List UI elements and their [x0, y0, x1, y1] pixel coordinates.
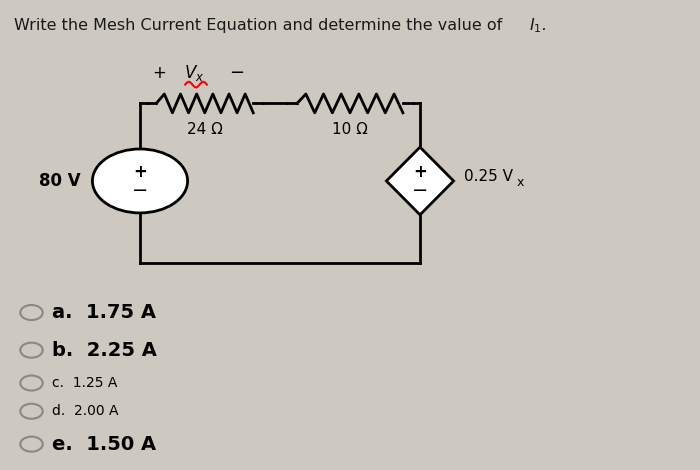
Text: x: x	[517, 176, 524, 189]
Text: −: −	[412, 181, 428, 200]
Text: a.  1.75 A: a. 1.75 A	[52, 303, 157, 322]
Text: 10 Ω: 10 Ω	[332, 122, 368, 137]
Text: Write the Mesh Current Equation and determine the value of: Write the Mesh Current Equation and dete…	[14, 18, 508, 33]
Text: $I_1$.: $I_1$.	[529, 16, 547, 35]
Text: +: +	[153, 64, 166, 82]
Circle shape	[92, 149, 188, 213]
Text: +: +	[133, 164, 147, 181]
Text: e.  1.50 A: e. 1.50 A	[52, 435, 157, 454]
Text: 24 Ω: 24 Ω	[187, 122, 223, 137]
Text: 80 V: 80 V	[38, 172, 80, 190]
Text: $V_x$: $V_x$	[184, 63, 204, 83]
Text: −: −	[132, 181, 148, 200]
Text: b.  2.25 A: b. 2.25 A	[52, 341, 158, 360]
Polygon shape	[386, 147, 454, 215]
Text: 0.25 V: 0.25 V	[464, 169, 513, 184]
Text: −: −	[229, 64, 244, 82]
Text: c.  1.25 A: c. 1.25 A	[52, 376, 118, 390]
Text: +: +	[413, 164, 427, 181]
Text: d.  2.00 A: d. 2.00 A	[52, 404, 119, 418]
